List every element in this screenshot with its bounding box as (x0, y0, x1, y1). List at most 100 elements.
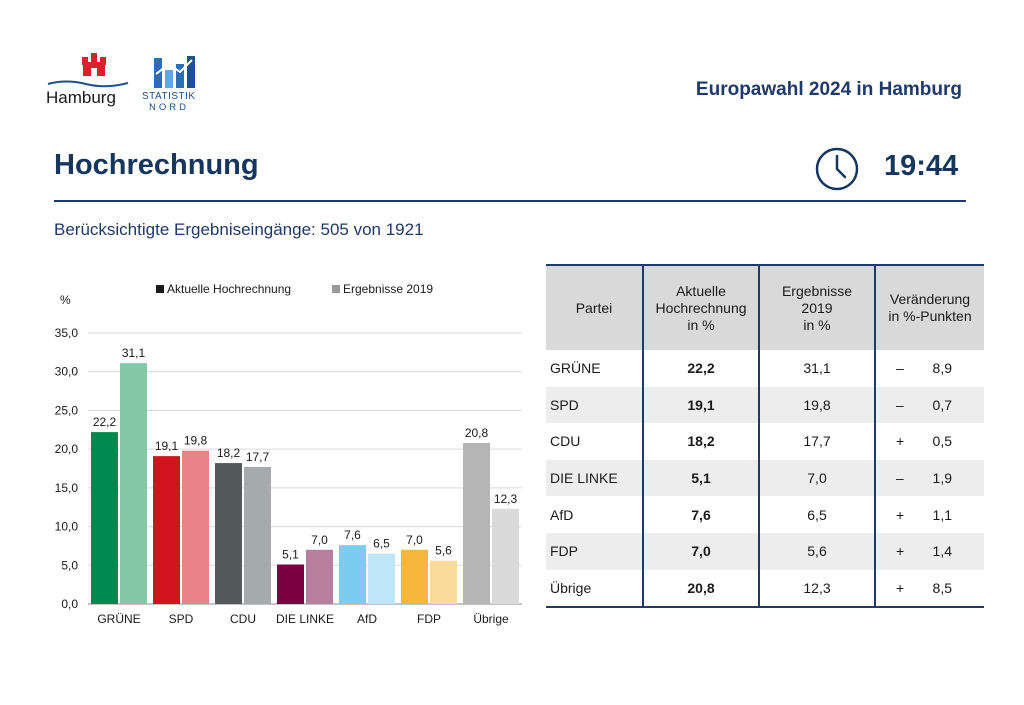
cell-2019: 31,1 (758, 350, 875, 387)
hamburg-wave-icon (47, 80, 129, 88)
chart-y-tick-label: 0,0 (61, 597, 78, 611)
chart-x-tick-label: DIE LINKE (276, 612, 334, 626)
cell-change: – 8,9 (874, 350, 984, 387)
header-current-line2: Hochrechnung (655, 299, 747, 316)
chart-y-tick-label: 10,0 (55, 520, 79, 534)
cell-current: 18,2 (642, 423, 759, 460)
cell-current: 5,1 (642, 459, 759, 497)
change-sign: + (896, 433, 905, 450)
table-row: FDP 7,0 5,6 +1,4 (546, 532, 984, 570)
cell-party: AfD (550, 506, 574, 523)
cell-change: +0,5 (874, 423, 984, 460)
cell-2019: 12,3 (758, 569, 875, 608)
cell-party: Übrige (550, 579, 592, 596)
cell-current: 7,0 (642, 532, 759, 570)
cell-current: 7,6 (642, 496, 759, 533)
header-2019: Ergebnisse 2019 in % (758, 265, 875, 350)
header-current-line3: in % (687, 316, 715, 333)
header-change-line1: Veränderung (889, 291, 971, 307)
chart-x-tick-label: AfD (357, 612, 377, 626)
chart-x-tick-label: SPD (169, 612, 194, 626)
cell-2019: 6,5 (758, 496, 875, 533)
table-header-row: Partei Aktuelle Hochrechnung in % Ergebn… (546, 265, 984, 350)
statistik-logo-text: STATISTIK (142, 91, 196, 102)
header-current: Aktuelle Hochrechnung in % (642, 265, 759, 350)
change-sign: + (896, 506, 905, 523)
results-table: Partei Aktuelle Hochrechnung in % Ergebn… (546, 264, 984, 608)
cell-party: CDU (550, 433, 581, 450)
title-divider (54, 200, 966, 202)
cell-change: +8,5 (874, 569, 984, 608)
chart-y-tick-label: 25,0 (55, 403, 79, 417)
bar-2019 (120, 363, 147, 604)
clock-time: 19:44 (884, 150, 959, 182)
cell-party: SPD (546, 386, 643, 424)
bar-2019 (182, 450, 209, 604)
chart-legend: Aktuelle Hochrechnung Ergebnisse 2019 (156, 282, 433, 296)
clock-icon (815, 147, 859, 191)
header-2019-line1: Ergebnisse (781, 282, 853, 299)
hamburg-logo-text: Hamburg (46, 88, 116, 107)
chart-y-tick-label: 5,0 (61, 558, 78, 572)
cell-current: 19,1 (642, 386, 759, 424)
cell-party: GRÜNE (550, 360, 601, 377)
bar-data-label: 7,0 (406, 533, 423, 547)
bar-2019 (492, 508, 519, 604)
chart-y-tick-label: 35,0 (55, 326, 79, 340)
bar-current (401, 549, 428, 604)
table-row: GRÜNE 22,2 31,1 – 8,9 (546, 350, 984, 387)
legend-swatch-current (156, 285, 164, 293)
cell-change: – 0,7 (874, 386, 984, 424)
bar-2019 (244, 466, 271, 604)
cell-2019: 17,7 (758, 423, 875, 460)
results-received-subtitle: Berücksichtigte Ergebniseingänge: 505 vo… (54, 220, 424, 239)
header-change-line2: in %-Punkten (888, 308, 972, 324)
cell-2019: 19,8 (758, 386, 875, 424)
change-value: 1,4 (932, 543, 952, 560)
cell-2019: 7,0 (758, 459, 875, 497)
bar-current (91, 432, 118, 604)
header-2019-line2: 2019 (801, 299, 833, 316)
chart-y-tick-label: 20,0 (55, 442, 79, 456)
cell-party: FDP (546, 532, 643, 570)
legend-label-current: Aktuelle Hochrechnung (167, 282, 291, 296)
legend-swatch-2019 (332, 285, 340, 293)
cell-current: 22,2 (642, 350, 759, 387)
nord-logo-text: NORD (149, 102, 189, 113)
bar-data-label: 7,6 (344, 528, 361, 542)
bar-data-label: 17,7 (246, 450, 270, 464)
bar-data-label: 31,1 (122, 346, 146, 360)
bar-current (339, 545, 366, 604)
chart-x-tick-label: FDP (417, 612, 441, 626)
change-value: 8,5 (932, 579, 952, 596)
header-change: Veränderung in %-Punkten (874, 265, 984, 350)
header-current-line1: Aktuelle (676, 282, 726, 299)
bar-current (153, 456, 180, 604)
change-sign: – (896, 360, 904, 377)
bar-current (277, 564, 304, 604)
bar-data-label: 6,5 (373, 537, 390, 551)
chart-y-tick-label: 15,0 (55, 481, 79, 495)
bar-current (463, 442, 490, 604)
cell-2019: 5,6 (758, 532, 875, 570)
bar-data-label: 22,2 (93, 415, 117, 429)
chart-y-axis-label: % (60, 293, 71, 307)
results-bar-chart: 0,0 5,0 10,0 15,0 20,0 25,0 30,0 35,0 22,2 31,1 GR… (55, 282, 522, 626)
table-row: AfD 7,6 6,5 +1,1 (546, 496, 984, 533)
cell-change: – 1,9 (874, 459, 984, 497)
header-2019-line3: in % (803, 316, 831, 333)
bar-data-label: 20,8 (465, 426, 489, 440)
bar-data-label: 19,1 (155, 439, 179, 453)
change-value: 0,7 (932, 396, 952, 413)
table-row: DIE LINKE 5,1 7,0 – 1,9 (546, 459, 984, 497)
change-value: 8,9 (932, 360, 952, 377)
bar-data-label: 19,8 (184, 434, 208, 448)
statistik-bars-icon (154, 56, 195, 88)
change-value: 1,1 (932, 506, 952, 523)
chart-x-tick-label: GRÜNE (97, 612, 140, 626)
change-sign: + (896, 543, 905, 560)
header-party: Partei (546, 265, 643, 350)
change-sign: – (896, 470, 904, 487)
bar-2019 (368, 553, 395, 604)
cell-current: 20,8 (642, 569, 759, 608)
